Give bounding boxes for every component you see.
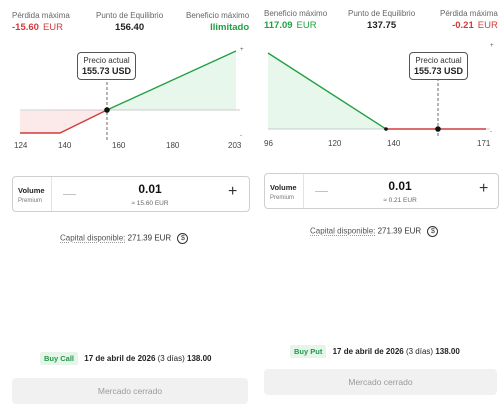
breakeven-label: Punto de Equilibrio [96,11,164,20]
volume-sublabel: Premium [270,195,295,201]
capital-label: Capital disponible: [310,226,376,236]
x-tick: 171 [477,139,491,148]
x-tick: 140 [387,139,401,148]
current-price-label: Precio actual [83,56,130,65]
x-tick: 124 [14,141,28,150]
minus-icon[interactable]: — [315,183,328,198]
current-price-label: Precio actual [415,56,462,65]
max-profit-stat: Beneficio máximo Ilimitado [186,10,249,33]
market-closed-button[interactable]: Mercado cerrado [12,378,248,404]
x-tick: 140 [58,141,72,150]
volume-input[interactable]: Volume Premium — 0.01 ≈ 15.60 EUR + [12,176,250,212]
current-price-value: 155.73 USD [414,66,464,76]
max-loss-stat: Pérdida máxima -0.21 EUR [440,8,498,31]
option-type-badge: Buy Put [290,345,327,358]
x-tick: 203 [228,141,242,150]
call-payoff-chart: + - [20,47,244,142]
current-price-marker [104,107,110,113]
volume-value[interactable]: 0.01 [388,179,412,193]
breakeven-stat: Punto de Equilibrio 137.75 [348,8,415,31]
loss-line [20,109,108,134]
capital-value: 271.39 [127,233,153,243]
x-tick: 120 [328,139,342,148]
breakeven-value: 137.75 [367,20,397,31]
currency-exchange-icon[interactable]: $ [427,226,439,237]
current-price-tooltip: Precio actual 155.73 USD [409,52,469,80]
max-profit-label: Beneficio máximo [186,11,250,20]
minus-icon[interactable]: — [63,186,76,201]
volume-label: Volume [18,186,45,195]
expiry-days: (3 días) [405,347,434,356]
expiry-info: Buy Call 17 de abril de 2026 (3 días) 13… [40,352,211,365]
loss-area [20,110,107,133]
strike-price: 138.00 [187,354,212,363]
profit-line [267,52,387,130]
expiry-date: 17 de abril de 2026 [332,347,404,356]
available-capital: Capital disponible: 271.39 EUR $ [60,233,189,244]
max-loss-value: -15.60 EUR [12,22,63,33]
capital-value: 271.39 [377,226,403,236]
strike-price: 138.00 [435,347,460,356]
x-tick: 160 [112,141,126,150]
put-panel: Beneficio máximo 117.09 EUR Punto de Equi… [258,0,501,412]
premium-value: ≈ 15.60 EUR [131,200,169,207]
breakeven-label: Punto de Equilibrio [348,9,416,18]
max-profit-value: Ilimitado [210,22,250,33]
svg-text:+: + [490,43,494,49]
volume-label-box: Volume Premium [265,174,304,208]
plus-icon[interactable]: + [479,180,489,197]
x-tick: 96 [264,139,273,148]
currency-exchange-icon[interactable]: $ [177,233,189,244]
put-payoff-chart: + - [267,43,494,136]
volume-sublabel: Premium [18,198,43,204]
capital-label: Capital disponible: [60,233,126,243]
svg-text:-: - [240,133,242,139]
volume-value[interactable]: 0.01 [138,182,162,196]
volume-label-box: Volume Premium [13,177,52,211]
max-loss-value: -0.21 EUR [452,20,498,31]
profit-line [106,50,237,111]
option-type-badge: Buy Call [40,352,79,365]
market-closed-button[interactable]: Mercado cerrado [264,369,497,395]
current-price-value: 155.73 USD [82,66,132,76]
max-profit-stat: Beneficio máximo 117.09 EUR [264,8,327,31]
expiry-days: (3 días) [157,354,185,363]
svg-text:+: + [240,47,244,53]
x-tick: 180 [166,141,180,150]
plus-icon[interactable]: + [228,183,238,200]
breakeven-stat: Punto de Equilibrio 156.40 [96,10,163,33]
volume-label: Volume [270,183,297,192]
max-profit-value: 117.09 EUR [264,20,317,31]
breakeven-marker [384,127,388,131]
call-panel: Pérdida máxima -15.60 EUR Punto de Equili… [0,0,250,412]
capital-unit: EUR [404,226,422,236]
current-price-marker [435,126,441,132]
capital-unit: EUR [154,233,172,243]
current-price-tooltip: Precio actual 155.73 USD [77,52,137,80]
premium-value: ≈ 0.21 EUR [383,197,417,204]
volume-input[interactable]: Volume Premium — 0.01 ≈ 0.21 EUR + [264,173,499,209]
svg-text:-: - [490,129,492,135]
expiry-info: Buy Put 17 de abril de 2026 (3 días) 138… [290,345,460,358]
breakeven-value: 156.40 [115,22,145,33]
max-loss-stat: Pérdida máxima -15.60 EUR [12,10,70,33]
max-loss-label: Pérdida máxima [440,9,498,18]
max-profit-label: Beneficio máximo [264,9,328,18]
max-loss-label: Pérdida máxima [12,11,70,20]
expiry-date: 17 de abril de 2026 [84,354,156,363]
available-capital: Capital disponible: 271.39 EUR $ [310,226,439,237]
